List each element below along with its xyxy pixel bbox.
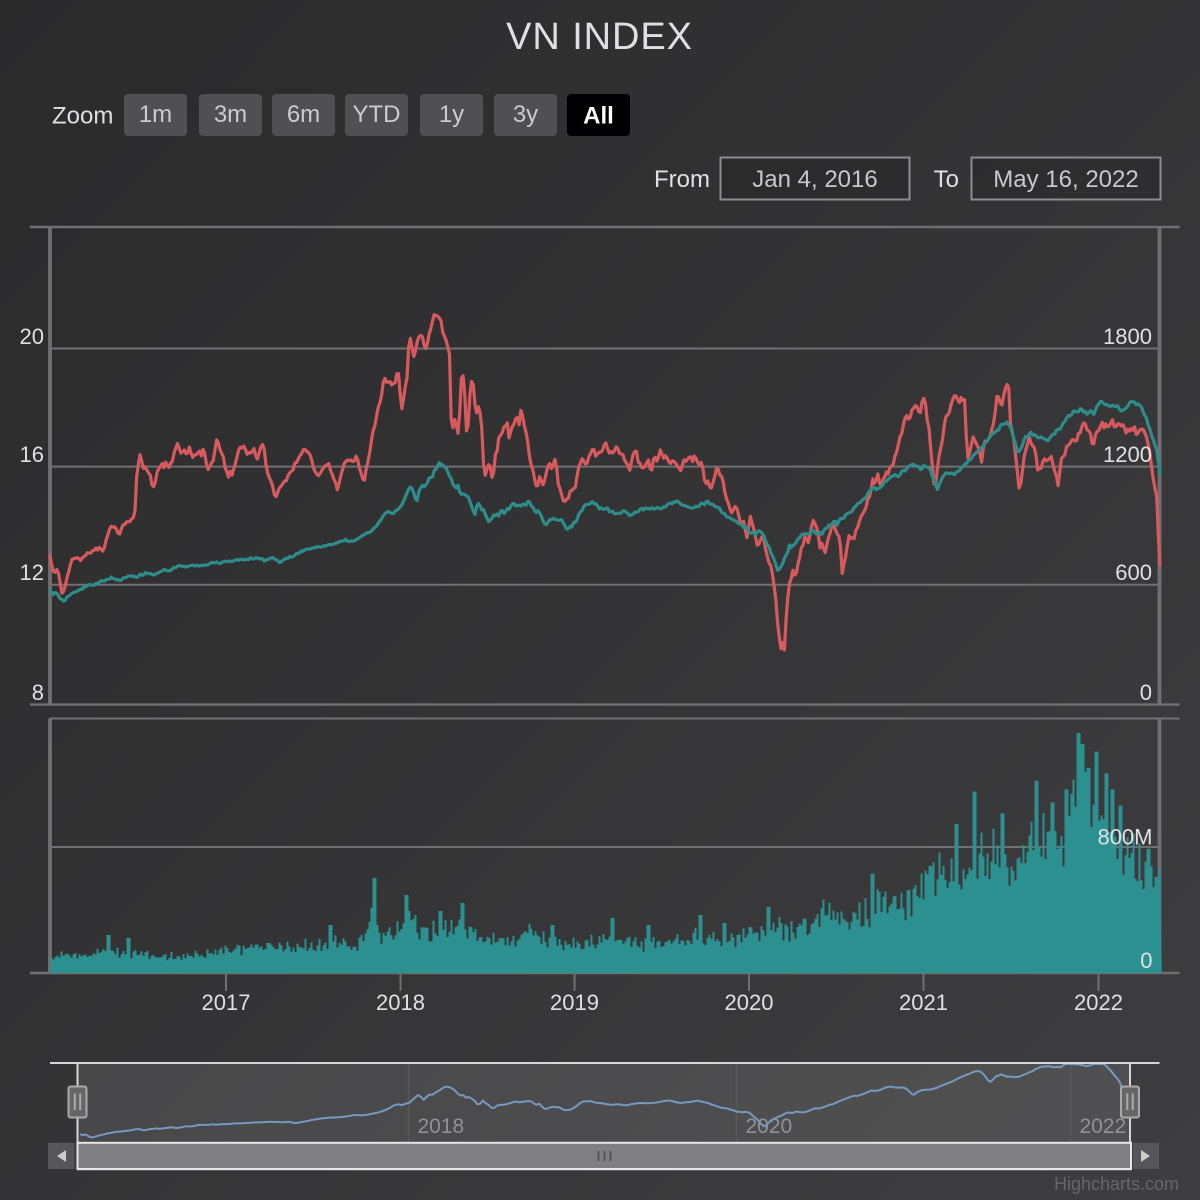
svg-text:16: 16 — [20, 442, 44, 467]
svg-text:From: From — [654, 166, 710, 193]
svg-text:2017: 2017 — [202, 990, 251, 1015]
svg-text:2021: 2021 — [899, 990, 948, 1015]
svg-text:2018: 2018 — [376, 990, 425, 1015]
svg-text:Zoom: Zoom — [52, 103, 113, 130]
svg-text:1800: 1800 — [1103, 324, 1152, 349]
svg-text:2019: 2019 — [550, 990, 599, 1015]
svg-text:YTD: YTD — [353, 101, 401, 128]
svg-text:2022: 2022 — [1074, 990, 1123, 1015]
svg-text:VN INDEX: VN INDEX — [506, 16, 693, 58]
svg-text:12: 12 — [20, 560, 44, 585]
svg-text:800M: 800M — [1097, 825, 1152, 850]
svg-text:Highcharts.com: Highcharts.com — [1054, 1174, 1179, 1194]
svg-text:2018: 2018 — [418, 1115, 465, 1138]
svg-text:May 16, 2022: May 16, 2022 — [993, 166, 1138, 193]
svg-text:1m: 1m — [139, 101, 172, 128]
svg-text:3y: 3y — [513, 101, 538, 128]
svg-text:1200: 1200 — [1103, 442, 1152, 467]
svg-text:All: All — [583, 103, 614, 130]
svg-text:1y: 1y — [439, 101, 464, 128]
svg-text:To: To — [934, 166, 959, 193]
svg-text:0: 0 — [1140, 948, 1152, 973]
svg-text:20: 20 — [20, 324, 44, 349]
svg-text:6m: 6m — [287, 101, 320, 128]
svg-text:2020: 2020 — [725, 990, 774, 1015]
svg-text:2022: 2022 — [1080, 1115, 1127, 1138]
svg-text:3m: 3m — [214, 101, 247, 128]
svg-text:2020: 2020 — [746, 1115, 793, 1138]
svg-text:600: 600 — [1115, 560, 1152, 585]
svg-text:8: 8 — [32, 680, 44, 705]
svg-text:0: 0 — [1140, 680, 1152, 705]
svg-text:Jan 4, 2016: Jan 4, 2016 — [752, 166, 877, 193]
